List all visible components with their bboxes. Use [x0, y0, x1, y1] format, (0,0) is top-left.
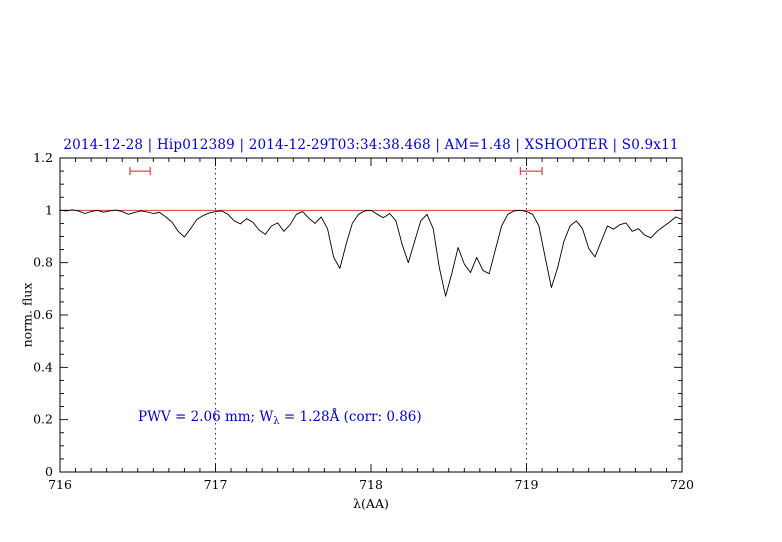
- x-tick-label: 719: [515, 477, 539, 492]
- y-tick-label: 0.2: [33, 412, 53, 427]
- y-tick-label: 0.4: [33, 359, 53, 374]
- y-tick-label: 1.2: [33, 150, 53, 165]
- x-axis-label: λ(AA): [353, 496, 389, 511]
- annotation-post: = 1.28Å (corr: 0.86): [279, 409, 422, 425]
- x-tick-label: 718: [359, 477, 383, 492]
- plot-title: 2014-12-28 | Hip012389 | 2014-12-29T03:3…: [63, 137, 679, 153]
- y-tick-label: 0.8: [33, 255, 53, 270]
- y-tick-label: 0: [45, 464, 53, 479]
- pwv-annotation: PWV = 2.06 mm; Wλ = 1.28Å (corr: 0.86): [138, 409, 422, 427]
- x-tick-label: 720: [670, 477, 694, 492]
- y-axis-label: norm. flux: [19, 282, 35, 348]
- annotation-pre: PWV = 2.06 mm; W: [138, 409, 274, 425]
- x-tick-label: 716: [48, 477, 72, 492]
- y-tick-label: 1: [45, 202, 53, 217]
- annotation-lambda-subscript: λ: [273, 416, 280, 427]
- y-tick-label: 0.6: [33, 307, 53, 322]
- spectrum-line: [59, 209, 683, 297]
- x-tick-label: 717: [204, 477, 228, 492]
